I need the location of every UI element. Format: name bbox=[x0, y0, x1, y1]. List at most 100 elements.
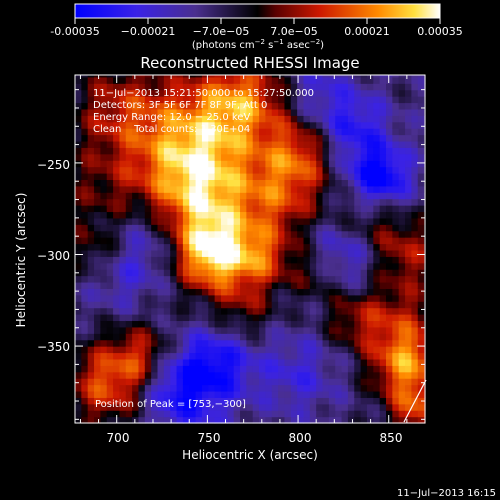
heatmap-cell bbox=[341, 192, 349, 200]
heatmap-cell bbox=[125, 198, 133, 206]
heatmap-cell bbox=[125, 147, 133, 155]
heatmap-cell bbox=[379, 384, 387, 392]
heatmap-cell bbox=[119, 249, 127, 257]
heatmap-cell bbox=[151, 320, 159, 328]
heatmap-cell bbox=[220, 339, 228, 347]
heatmap-cell bbox=[157, 262, 165, 270]
heatmap-cell bbox=[246, 320, 254, 328]
heatmap-cell bbox=[259, 326, 267, 334]
heatmap-cell bbox=[106, 275, 114, 283]
heatmap-cell bbox=[322, 192, 330, 200]
heatmap-cell bbox=[87, 121, 95, 129]
heatmap-cell bbox=[366, 198, 374, 206]
heatmap-cell bbox=[113, 224, 121, 232]
heatmap-cell bbox=[195, 249, 203, 257]
heatmap-cell bbox=[347, 217, 355, 225]
heatmap-cell bbox=[405, 346, 412, 354]
heatmap-cell bbox=[214, 346, 222, 354]
heatmap-cell bbox=[347, 140, 355, 148]
heatmap-cell bbox=[284, 314, 292, 322]
heatmap-cell bbox=[227, 358, 235, 366]
heatmap-cell bbox=[411, 416, 419, 424]
heatmap-cell bbox=[106, 262, 114, 270]
heatmap-cell bbox=[208, 403, 216, 411]
heatmap-cell bbox=[170, 397, 178, 405]
heatmap-cell bbox=[214, 249, 222, 257]
heatmap-cell bbox=[252, 166, 260, 174]
heatmap-cell bbox=[144, 237, 152, 245]
heatmap-cell bbox=[94, 403, 101, 411]
heatmap-cell bbox=[309, 249, 317, 257]
heatmap-cell bbox=[411, 269, 419, 277]
heatmap-cell bbox=[373, 275, 381, 283]
heatmap-cell bbox=[271, 89, 279, 97]
heatmap-cell bbox=[182, 172, 190, 180]
heatmap-cell bbox=[163, 172, 171, 180]
heatmap-cell bbox=[303, 416, 311, 424]
heatmap-cell bbox=[398, 224, 406, 232]
heatmap-cell bbox=[163, 147, 171, 155]
heatmap-cell bbox=[259, 320, 267, 328]
colorbar: -0.00035 −0.00021 −7.0e−05 7.0e−05 0.000… bbox=[50, 3, 463, 51]
heatmap-cell bbox=[189, 365, 197, 373]
heatmap-cell bbox=[195, 294, 203, 302]
heatmap-cell bbox=[392, 269, 400, 277]
heatmap-cell bbox=[265, 378, 273, 386]
heatmap-cell bbox=[125, 102, 133, 110]
heatmap-cell bbox=[170, 179, 178, 187]
heatmap-cell bbox=[106, 83, 114, 91]
x-axis-label: Heliocentric X (arcsec) bbox=[182, 448, 318, 462]
heatmap-cell bbox=[87, 378, 95, 386]
heatmap-cell bbox=[182, 269, 190, 277]
heatmap-cell bbox=[81, 224, 89, 232]
heatmap-cell bbox=[170, 403, 178, 411]
heatmap-cell bbox=[328, 320, 336, 328]
heatmap-cell bbox=[87, 160, 95, 168]
heatmap-cell bbox=[75, 326, 82, 334]
heatmap-cell bbox=[303, 166, 311, 174]
heatmap-cell bbox=[182, 378, 190, 386]
heatmap-cell bbox=[335, 390, 343, 398]
heatmap-cell bbox=[303, 192, 311, 200]
heatmap-cell bbox=[163, 160, 171, 168]
heatmap-cell bbox=[87, 269, 95, 277]
heatmap-cell bbox=[328, 205, 336, 213]
heatmap-cell bbox=[144, 192, 152, 200]
heatmap-cell bbox=[271, 301, 279, 309]
heatmap-cell bbox=[214, 365, 222, 373]
heatmap-cell bbox=[176, 416, 184, 424]
heatmap-cell bbox=[125, 416, 133, 424]
heatmap-cell bbox=[297, 128, 305, 136]
heatmap-cell bbox=[246, 115, 254, 123]
heatmap-cell bbox=[233, 301, 241, 309]
heatmap-cell bbox=[201, 301, 209, 309]
heatmap-cell bbox=[163, 301, 171, 309]
heatmap-cell bbox=[386, 108, 393, 116]
heatmap-cell bbox=[119, 403, 127, 411]
timestamp: 11−Jul−2013 16:15 bbox=[397, 488, 496, 499]
heatmap-cell bbox=[201, 217, 209, 225]
heatmap-cell bbox=[75, 224, 82, 232]
heatmap-cell bbox=[341, 75, 349, 78]
heatmap-cell bbox=[405, 397, 412, 405]
heatmap-cell bbox=[278, 288, 286, 296]
heatmap-cell bbox=[373, 307, 381, 315]
heatmap-cell bbox=[81, 115, 89, 123]
heatmap-cell bbox=[208, 358, 216, 366]
heatmap-cell bbox=[163, 410, 171, 418]
heatmap-cell bbox=[246, 281, 254, 289]
heatmap-cell bbox=[144, 371, 152, 379]
heatmap-cell bbox=[113, 192, 121, 200]
heatmap-cell bbox=[252, 243, 260, 251]
heatmap-cell bbox=[119, 333, 127, 341]
heatmap-cell bbox=[81, 192, 89, 200]
heatmap-cell bbox=[125, 371, 133, 379]
heatmap-cell bbox=[195, 275, 203, 283]
heatmap-cell bbox=[290, 102, 298, 110]
heatmap-cell bbox=[405, 153, 412, 161]
heatmap-cell bbox=[379, 256, 387, 264]
heatmap-cell bbox=[252, 326, 260, 334]
heatmap-cell bbox=[214, 390, 222, 398]
heatmap-cell bbox=[125, 314, 133, 322]
heatmap-cell bbox=[290, 294, 298, 302]
